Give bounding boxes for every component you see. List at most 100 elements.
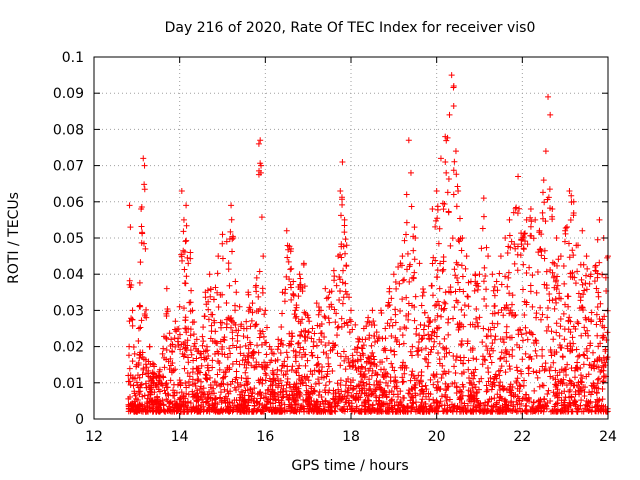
scatter-point [417,321,424,328]
scatter-point [388,387,395,394]
scatter-point [450,403,457,410]
scatter-point [419,335,426,342]
scatter-point [415,347,422,354]
scatter-point [221,386,228,393]
scatter-point [248,317,255,324]
scatter-point [545,387,552,394]
scatter-point [353,390,360,397]
scatter-point [357,408,364,415]
scatter-point [326,319,333,326]
scatter-point [423,393,430,400]
scatter-point [588,317,595,324]
scatter-point [139,230,146,237]
scatter-point [308,406,315,413]
scatter-point [221,334,228,341]
scatter-point [449,408,456,415]
scatter-point [443,397,450,404]
scatter-point [256,334,263,341]
scatter-point [431,338,438,345]
scatter-point [184,369,191,376]
scatter-point [582,314,589,321]
scatter-point [434,399,441,406]
scatter-point [434,206,441,213]
scatter-point [413,377,420,384]
scatter-point [537,304,544,311]
scatter-point [600,364,607,371]
scatter-point [229,248,236,255]
scatter-point [349,377,356,384]
scatter-point [326,378,333,385]
scatter-point [507,244,514,251]
scatter-point [504,283,511,290]
scatter-point [208,311,215,318]
scatter-point [388,295,395,302]
scatter-point [601,313,608,320]
scatter-point [436,356,443,363]
scatter-point [138,239,145,246]
data-point [412,235,419,241]
scatter-point [420,285,427,292]
scatter-point [212,408,219,415]
scatter-point [219,240,226,247]
scatter-point [233,368,240,375]
scatter-point [473,390,480,397]
scatter-point [140,405,147,412]
scatter-point [483,286,490,293]
scatter-point [599,406,606,413]
scatter-point [458,338,465,345]
scatter-point [453,203,460,210]
scatter-point [497,404,504,411]
scatter-point [137,324,144,331]
data-point [279,289,286,296]
scatter-point [595,375,602,382]
scatter-point [317,408,324,415]
scatter-point [129,402,136,409]
scatter-point [504,305,511,312]
scatter-point [203,301,210,308]
scatter-point [435,350,442,356]
scatter-point [436,225,443,232]
data-point [485,253,492,260]
scatter-point [434,298,441,305]
scatter-point [305,377,312,384]
scatter-point [263,351,270,358]
scatter-point [230,319,237,326]
scatter-point [283,349,290,356]
scatter-point [373,385,380,392]
scatter-point [362,397,369,404]
scatter-point [547,373,554,380]
scatter-point [359,350,366,357]
scatter-point [343,263,350,270]
scatter-point [471,287,478,294]
scatter-point [424,363,431,370]
scatter-point [388,360,395,367]
scatter-point [185,391,192,398]
scatter-point [395,401,402,408]
scatter-point [301,283,308,290]
scatter-point [405,316,412,323]
scatter-point [338,323,345,330]
scatter-point [574,353,581,360]
scatter-point [534,374,541,381]
scatter-point [242,342,249,349]
scatter-point [298,328,305,335]
scatter-point [535,249,542,256]
scatter-point [498,307,505,314]
scatter-point [187,299,194,306]
scatter-point [466,375,473,382]
scatter-point [133,379,140,386]
scatter-point [247,323,254,330]
scatter-point [466,397,473,404]
scatter-point [236,361,243,368]
scatter-point [204,347,211,354]
scatter-point [546,367,553,374]
scatter-point [314,322,321,329]
scatter-point [331,306,338,313]
scatter-point [268,346,275,353]
scatter-point [444,189,451,196]
scatter-point [572,401,579,408]
y-axis-label: ROTI / TECUs [6,192,22,284]
scatter-point [522,403,529,410]
scatter-point [409,352,416,359]
scatter-point [506,290,513,297]
